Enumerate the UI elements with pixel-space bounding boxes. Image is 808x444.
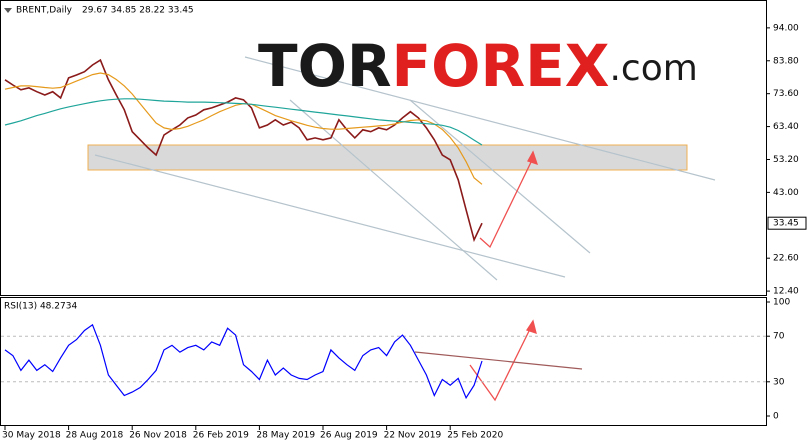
y-tick-label: 83.80 <box>773 56 799 66</box>
series-line <box>4 323 483 400</box>
y-tick-label: 94.00 <box>773 23 799 33</box>
x-tick-label: 26 Aug 2019 <box>320 431 378 441</box>
x-tick-label: 30 May 2018 <box>2 431 61 441</box>
logo-part: FOREX <box>392 32 610 100</box>
y-tick-label: 100 <box>773 298 790 308</box>
y-tick-label: 30 <box>773 377 785 387</box>
price-marker <box>767 216 807 230</box>
menu-icon <box>4 8 12 13</box>
y-tick-label: 63.40 <box>773 122 799 132</box>
rsi-pane <box>0 297 767 426</box>
y-tick-label: 22.60 <box>773 254 799 264</box>
series-line <box>4 98 483 146</box>
price-marker-label: 33.45 <box>773 219 799 229</box>
chart-title: BRENT,Daily <box>16 6 73 16</box>
logo: TORFOREX.com <box>258 32 698 100</box>
logo-part: TOR <box>258 32 392 100</box>
y-tick-label: 12.40 <box>773 287 799 297</box>
support-zone <box>87 144 688 171</box>
rsi-trend-line <box>414 351 583 370</box>
x-tick-label: 28 May 2019 <box>256 431 315 441</box>
x-tick-label: 22 Nov 2019 <box>384 431 442 441</box>
y-tick-label: 73.60 <box>773 89 799 99</box>
x-tick-label: 26 Nov 2018 <box>129 431 187 441</box>
y-tick-label: 0 <box>773 412 779 422</box>
price-pane <box>0 0 767 296</box>
forecast-arrows <box>469 150 539 402</box>
rsi-title: RSI(13) 48.2734 <box>4 302 77 312</box>
x-tick-label: 28 Aug 2018 <box>66 431 124 441</box>
series-line <box>4 58 483 243</box>
x-tick-label: 26 Feb 2019 <box>193 431 249 441</box>
x-tick-label: 25 Feb 2020 <box>447 431 503 441</box>
y-tick-label: 70 <box>773 332 785 342</box>
y-tick-label: 53.20 <box>773 155 799 165</box>
y-tick-label: 43.00 <box>773 188 799 198</box>
logo-part: .com <box>609 48 697 89</box>
chart-subtitle: 29.67 34.85 28.22 33.45 <box>82 6 194 16</box>
